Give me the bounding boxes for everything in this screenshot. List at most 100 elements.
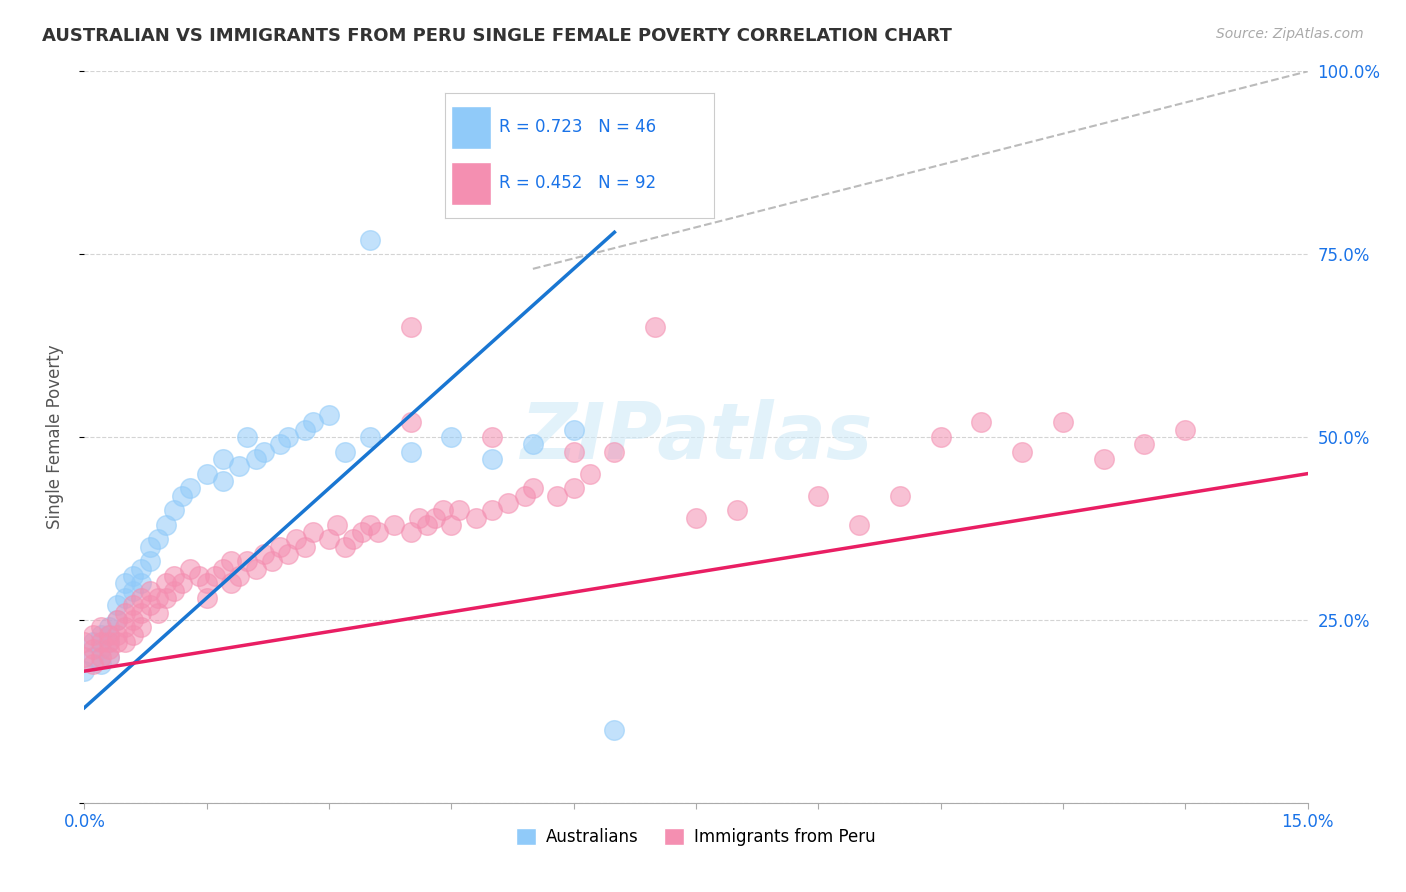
Point	[285, 533, 308, 547]
Point	[326, 517, 349, 532]
Point	[889, 489, 911, 503]
Point	[105, 613, 128, 627]
Point	[562, 423, 585, 437]
Point	[97, 635, 120, 649]
Point	[399, 444, 422, 458]
Point	[82, 635, 104, 649]
Point	[105, 635, 128, 649]
Point	[122, 599, 145, 613]
Point	[204, 569, 226, 583]
Point	[399, 416, 422, 430]
Point	[82, 649, 104, 664]
Point	[90, 627, 112, 641]
Point	[138, 540, 160, 554]
Point	[105, 613, 128, 627]
Point	[685, 510, 707, 524]
Point	[359, 233, 381, 247]
Point	[562, 444, 585, 458]
Point	[228, 459, 250, 474]
Point	[131, 606, 153, 620]
Point	[301, 416, 323, 430]
Point	[359, 430, 381, 444]
Point	[449, 503, 471, 517]
Point	[350, 525, 373, 540]
Point	[73, 664, 96, 678]
Point	[172, 489, 194, 503]
Point	[253, 444, 276, 458]
Point	[155, 576, 177, 591]
Point	[219, 576, 242, 591]
Point	[163, 569, 186, 583]
Point	[440, 430, 463, 444]
Point	[179, 481, 201, 495]
Legend: Australians, Immigrants from Peru: Australians, Immigrants from Peru	[509, 822, 883, 853]
Point	[122, 627, 145, 641]
Point	[90, 657, 112, 671]
Point	[562, 481, 585, 495]
Text: Source: ZipAtlas.com: Source: ZipAtlas.com	[1216, 27, 1364, 41]
Point	[122, 569, 145, 583]
Point	[579, 467, 602, 481]
Point	[97, 649, 120, 664]
Point	[195, 591, 218, 605]
Point	[228, 569, 250, 583]
Point	[212, 562, 235, 576]
Point	[970, 416, 993, 430]
Point	[163, 583, 186, 598]
Point	[131, 562, 153, 576]
Point	[73, 649, 96, 664]
Point	[1011, 444, 1033, 458]
Point	[277, 430, 299, 444]
Point	[464, 510, 486, 524]
Point	[294, 540, 316, 554]
Point	[105, 627, 128, 641]
Point	[131, 591, 153, 605]
Point	[82, 657, 104, 671]
Point	[236, 430, 259, 444]
Point	[187, 569, 209, 583]
Point	[603, 444, 626, 458]
Point	[399, 525, 422, 540]
Point	[90, 635, 112, 649]
Point	[382, 517, 405, 532]
Point	[146, 606, 169, 620]
Point	[97, 642, 120, 657]
Point	[155, 517, 177, 532]
Point	[146, 533, 169, 547]
Point	[253, 547, 276, 561]
Point	[301, 525, 323, 540]
Point	[97, 649, 120, 664]
Text: AUSTRALIAN VS IMMIGRANTS FROM PERU SINGLE FEMALE POVERTY CORRELATION CHART: AUSTRALIAN VS IMMIGRANTS FROM PERU SINGL…	[42, 27, 952, 45]
Point	[138, 583, 160, 598]
Point	[90, 642, 112, 657]
Point	[82, 642, 104, 657]
Point	[269, 540, 291, 554]
Point	[440, 517, 463, 532]
Point	[498, 496, 520, 510]
Point	[219, 554, 242, 568]
Point	[644, 320, 666, 334]
Point	[1092, 452, 1115, 467]
Point	[114, 591, 136, 605]
Point	[848, 517, 870, 532]
Point	[367, 525, 389, 540]
Point	[155, 591, 177, 605]
Point	[146, 591, 169, 605]
Point	[1174, 423, 1197, 437]
Point	[245, 562, 267, 576]
Point	[318, 533, 340, 547]
Point	[114, 576, 136, 591]
Point	[260, 554, 283, 568]
Point	[122, 613, 145, 627]
Point	[245, 452, 267, 467]
Point	[481, 503, 503, 517]
Point	[1052, 416, 1074, 430]
Point	[138, 599, 160, 613]
Point	[269, 437, 291, 451]
Y-axis label: Single Female Poverty: Single Female Poverty	[45, 345, 63, 529]
Point	[725, 503, 748, 517]
Point	[114, 635, 136, 649]
Point	[212, 474, 235, 488]
Point	[481, 430, 503, 444]
Point	[929, 430, 952, 444]
